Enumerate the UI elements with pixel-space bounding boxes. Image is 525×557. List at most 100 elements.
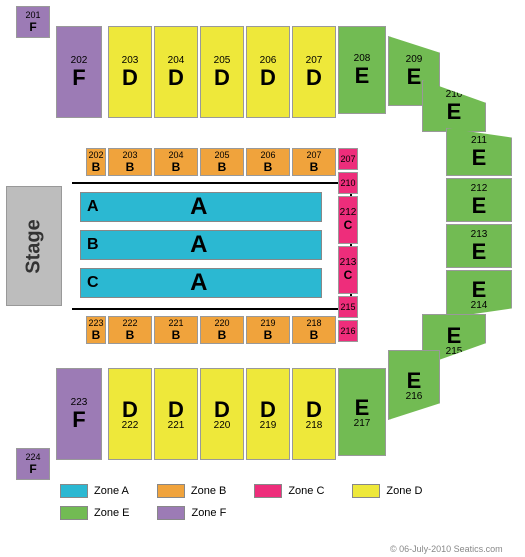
section-zone: E <box>447 101 462 123</box>
section-zone: D <box>122 399 138 421</box>
floor-row[interactable]: BA <box>80 230 322 260</box>
legend-swatch <box>352 484 380 498</box>
section-num: 207 <box>306 150 321 160</box>
legend-label: Zone E <box>94 507 129 519</box>
section-zone: B <box>218 160 227 174</box>
section[interactable]: D220 <box>200 368 244 460</box>
section-num: 209 <box>406 55 423 65</box>
section-zone: E <box>407 66 422 88</box>
section-num: 219 <box>260 318 275 328</box>
section-num: 220 <box>214 318 229 328</box>
section[interactable]: 216 <box>338 320 358 342</box>
section[interactable]: D221 <box>154 368 198 460</box>
section[interactable]: 212C <box>338 196 358 244</box>
stage: Stage <box>6 186 62 306</box>
section[interactable]: 204B <box>154 148 198 176</box>
legend-swatch <box>60 506 88 520</box>
section-num: 213 <box>471 230 488 240</box>
floor-row-label: C <box>87 274 99 292</box>
section[interactable]: 223F <box>56 368 102 460</box>
section[interactable]: D222 <box>108 368 152 460</box>
section[interactable]: E217 <box>338 368 386 456</box>
section-zone: D <box>214 67 230 89</box>
section[interactable]: 206D <box>246 26 290 118</box>
section[interactable]: 207 <box>338 148 358 170</box>
section-num: 215 <box>340 303 355 312</box>
section[interactable]: 206B <box>246 148 290 176</box>
section[interactable]: 221B <box>154 316 198 344</box>
section[interactable]: 211E <box>446 128 512 176</box>
section-zone: D <box>306 67 322 89</box>
legend-item: Zone D <box>352 484 422 498</box>
section-num: 223 <box>71 398 88 408</box>
section[interactable]: 205B <box>200 148 244 176</box>
floor-row-zone: A <box>190 231 207 259</box>
section[interactable]: 201F <box>16 6 50 38</box>
section-num: 213 <box>340 258 357 268</box>
section-zone: B <box>218 328 227 342</box>
section-num: 217 <box>354 419 371 429</box>
section[interactable]: 218B <box>292 316 336 344</box>
section-zone: B <box>126 328 135 342</box>
section-num: 216 <box>406 392 423 402</box>
section[interactable]: 204D <box>154 26 198 118</box>
section-zone: D <box>260 67 276 89</box>
section[interactable]: 215 <box>338 296 358 318</box>
section-num: 210 <box>446 90 463 100</box>
section[interactable]: 210E <box>422 80 486 132</box>
section[interactable]: 220B <box>200 316 244 344</box>
section-zone: D <box>168 399 184 421</box>
section[interactable]: 202F <box>56 26 102 118</box>
section[interactable]: 207B <box>292 148 336 176</box>
section[interactable]: 202B <box>86 148 106 176</box>
legend-swatch <box>157 484 185 498</box>
section[interactable]: 203B <box>108 148 152 176</box>
section[interactable]: E216 <box>388 350 440 420</box>
section[interactable]: D219 <box>246 368 290 460</box>
section-zone: E <box>447 325 462 347</box>
section-zone: D <box>260 399 276 421</box>
legend-label: Zone F <box>191 507 226 519</box>
section-zone: C <box>344 268 353 282</box>
seating-chart: Stage Zone AZone BZone CZone DZone EZone… <box>0 0 525 557</box>
section-num: 210 <box>340 179 355 188</box>
section-num: 218 <box>306 318 321 328</box>
section-num: 215 <box>446 347 463 357</box>
floor-row[interactable]: CA <box>80 268 322 298</box>
section[interactable]: 222B <box>108 316 152 344</box>
section-num: 205 <box>214 150 229 160</box>
legend-label: Zone C <box>288 485 324 497</box>
legend-item: Zone F <box>157 506 226 520</box>
section-num: 219 <box>260 421 277 431</box>
section-zone: E <box>472 195 487 217</box>
section[interactable]: 213C <box>338 246 358 294</box>
section-num: 204 <box>168 150 183 160</box>
section[interactable]: 224F <box>16 448 50 480</box>
legend-label: Zone B <box>191 485 226 497</box>
legend-label: Zone D <box>386 485 422 497</box>
section[interactable]: 223B <box>86 316 106 344</box>
section-num: 211 <box>471 136 487 146</box>
section-zone: B <box>172 160 181 174</box>
section-zone: E <box>355 397 370 419</box>
section[interactable]: D218 <box>292 368 336 460</box>
section[interactable]: 203D <box>108 26 152 118</box>
section[interactable]: 219B <box>246 316 290 344</box>
section-num: 206 <box>260 56 277 66</box>
section-num: 221 <box>168 318 183 328</box>
section[interactable]: 210 <box>338 172 358 194</box>
section-zone: F <box>29 20 36 34</box>
section-num: 212 <box>471 184 488 194</box>
floor-row[interactable]: AA <box>80 192 322 222</box>
section-zone: E <box>472 279 487 301</box>
section[interactable]: 212E <box>446 178 512 222</box>
section[interactable]: E214 <box>446 270 512 318</box>
floor-row-label: A <box>87 198 99 216</box>
section-num: 204 <box>168 56 185 66</box>
section-num: 203 <box>122 56 139 66</box>
section[interactable]: 213E <box>446 224 512 268</box>
section-num: 222 <box>122 421 139 431</box>
section[interactable]: 208E <box>338 26 386 114</box>
section[interactable]: 205D <box>200 26 244 118</box>
section[interactable]: 207D <box>292 26 336 118</box>
